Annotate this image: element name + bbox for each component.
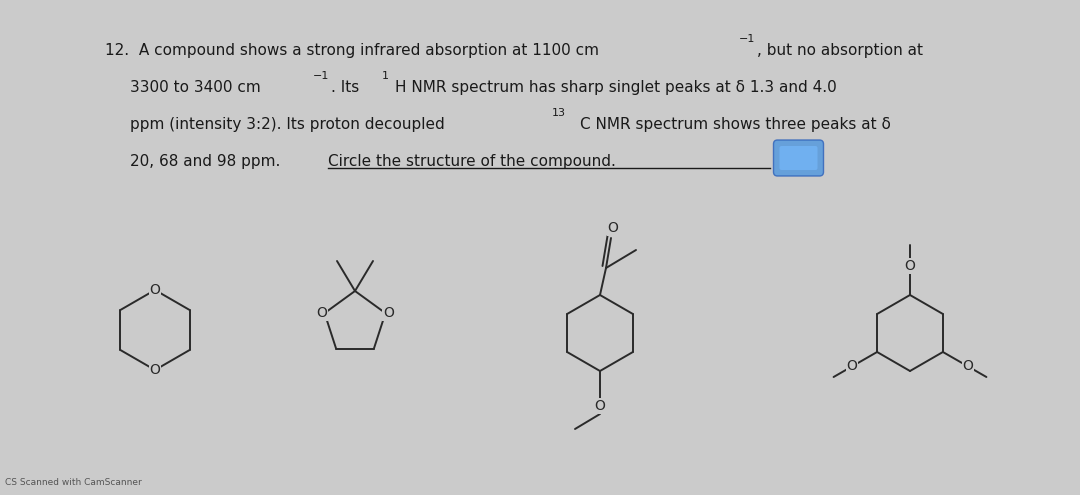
Text: 3300 to 3400 cm: 3300 to 3400 cm xyxy=(130,80,260,95)
Text: −1: −1 xyxy=(739,34,755,44)
Text: Circle the structure of the compound.: Circle the structure of the compound. xyxy=(327,154,616,169)
Text: , but no absorption at: , but no absorption at xyxy=(757,43,923,58)
Text: −1: −1 xyxy=(312,71,329,81)
Text: O: O xyxy=(595,399,606,413)
Text: O: O xyxy=(962,359,973,374)
Text: O: O xyxy=(847,359,858,374)
Text: CS Scanned with CamScanner: CS Scanned with CamScanner xyxy=(5,478,141,487)
Text: 13: 13 xyxy=(552,108,566,118)
Text: O: O xyxy=(383,306,394,320)
Text: O: O xyxy=(608,221,619,235)
Text: O: O xyxy=(316,306,327,320)
Text: H NMR spectrum has sharp singlet peaks at δ 1.3 and 4.0: H NMR spectrum has sharp singlet peaks a… xyxy=(395,80,837,95)
Text: C NMR spectrum shows three peaks at δ: C NMR spectrum shows three peaks at δ xyxy=(580,117,891,132)
Text: O: O xyxy=(149,363,161,378)
Text: O: O xyxy=(149,283,161,297)
Text: O: O xyxy=(905,259,916,273)
Text: 1: 1 xyxy=(382,71,389,81)
Text: 20, 68 and 98 ppm.: 20, 68 and 98 ppm. xyxy=(130,154,285,169)
FancyBboxPatch shape xyxy=(780,146,818,170)
Text: . Its: . Its xyxy=(330,80,364,95)
Text: ppm (intensity 3:2). Its proton decoupled: ppm (intensity 3:2). Its proton decouple… xyxy=(130,117,449,132)
Text: 12.  A compound shows a strong infrared absorption at 1100 cm: 12. A compound shows a strong infrared a… xyxy=(105,43,599,58)
FancyBboxPatch shape xyxy=(773,140,824,176)
